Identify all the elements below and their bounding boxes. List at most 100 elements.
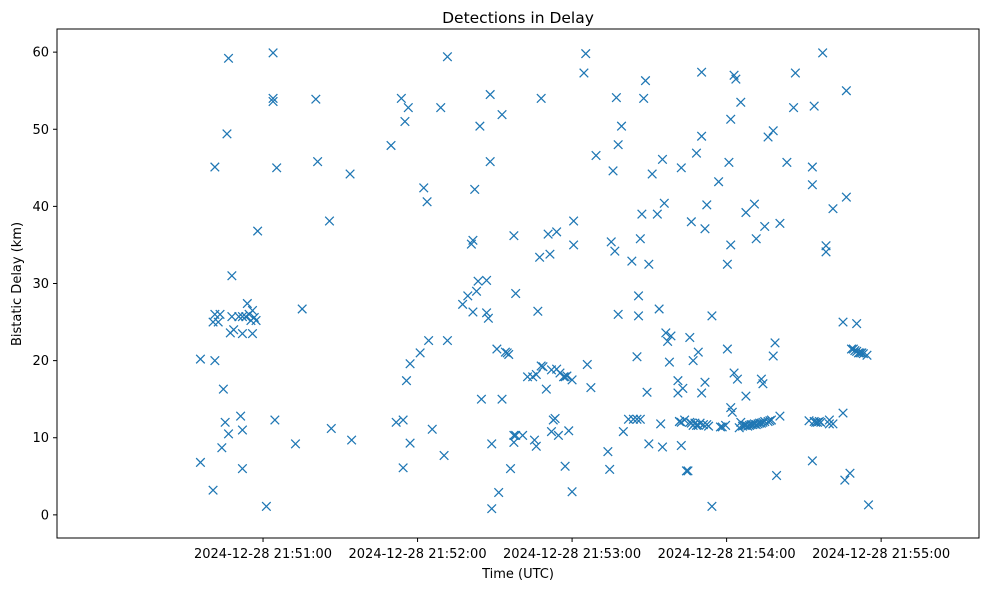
data-point <box>632 352 642 362</box>
data-point <box>770 338 780 348</box>
y-tick-label: 0 <box>41 508 49 523</box>
data-point <box>222 129 232 139</box>
data-point <box>720 420 731 431</box>
data-point <box>481 275 492 286</box>
data-point <box>713 176 724 187</box>
data-point <box>700 377 710 387</box>
data-point <box>492 344 502 354</box>
data-point <box>312 156 323 167</box>
data-point <box>227 271 237 281</box>
data-point <box>234 311 244 322</box>
data-point <box>707 311 717 321</box>
data-point <box>268 48 278 58</box>
data-point <box>247 328 258 339</box>
data-point <box>725 240 736 250</box>
data-point <box>486 439 497 449</box>
data-point <box>533 306 543 317</box>
data-point <box>326 423 337 434</box>
data-point <box>828 419 838 429</box>
data-point <box>534 252 545 263</box>
data-point <box>509 437 519 448</box>
data-point <box>261 501 272 512</box>
data-point <box>611 92 622 103</box>
data-point <box>442 335 453 346</box>
data-point <box>715 422 726 432</box>
data-point <box>635 234 646 244</box>
data-point <box>546 426 557 437</box>
data-point <box>297 304 307 314</box>
data-point <box>812 417 823 428</box>
x-tick-label: 2024-12-28 21:54:00 <box>658 547 796 562</box>
data-point <box>608 166 618 176</box>
data-point <box>503 349 514 360</box>
y-tick-label: 20 <box>32 354 49 369</box>
data-point <box>213 317 223 327</box>
data-point <box>666 331 676 341</box>
data-point <box>290 439 301 449</box>
x-axis: 2024-12-28 21:51:00 2024-12-28 21:52:00 20… <box>194 538 950 562</box>
data-point <box>775 411 785 421</box>
data-point <box>657 442 668 452</box>
data-point <box>568 216 579 226</box>
data-point <box>345 169 355 179</box>
data-point <box>771 470 782 481</box>
data-point <box>217 443 227 453</box>
data-point <box>637 209 647 219</box>
data-point <box>725 114 736 124</box>
data-point <box>788 102 799 113</box>
data-point <box>838 408 848 418</box>
data-point <box>700 224 710 234</box>
data-point <box>610 246 620 256</box>
data-point <box>652 209 663 219</box>
data-point <box>655 419 666 429</box>
data-point <box>227 311 237 322</box>
data-point <box>731 74 741 84</box>
data-point <box>541 384 552 394</box>
data-point <box>247 305 258 316</box>
data-point <box>469 184 480 195</box>
data-point <box>782 157 792 168</box>
data-point <box>841 85 852 96</box>
data-point <box>613 139 623 150</box>
data-point <box>538 362 548 372</box>
data-point <box>235 411 246 421</box>
data-point <box>531 369 542 380</box>
data-point <box>386 140 396 151</box>
data-point <box>603 446 613 457</box>
data-point <box>463 291 473 301</box>
data-point <box>841 192 852 202</box>
data-point <box>618 426 629 437</box>
data-point <box>509 230 519 241</box>
data-point <box>582 359 593 370</box>
data-point <box>579 68 589 78</box>
data-point <box>268 93 278 104</box>
data-point <box>427 424 437 435</box>
data-point <box>696 67 707 77</box>
data-point <box>768 351 778 361</box>
data-point <box>545 249 555 259</box>
x-tick-label: 2024-12-28 21:55:00 <box>812 547 950 562</box>
data-point <box>391 417 401 428</box>
data-point <box>674 416 685 427</box>
data-point <box>758 379 768 389</box>
data-point <box>271 163 282 173</box>
y-tick-label: 30 <box>32 277 49 292</box>
data-point <box>442 52 453 62</box>
data-point <box>398 463 408 473</box>
data-point <box>642 387 652 397</box>
data-point <box>724 157 734 168</box>
data-point <box>855 348 865 358</box>
data-point <box>237 328 248 339</box>
data-point <box>654 304 664 314</box>
data-point <box>195 354 206 364</box>
data-point <box>536 361 546 371</box>
data-point <box>457 299 468 310</box>
data-point <box>210 162 220 172</box>
data-point <box>863 500 874 510</box>
data-point <box>640 75 651 86</box>
data-point <box>763 132 773 142</box>
data-point <box>681 466 692 476</box>
data-point <box>481 308 492 318</box>
data-point <box>560 461 570 472</box>
data-point <box>486 503 497 514</box>
